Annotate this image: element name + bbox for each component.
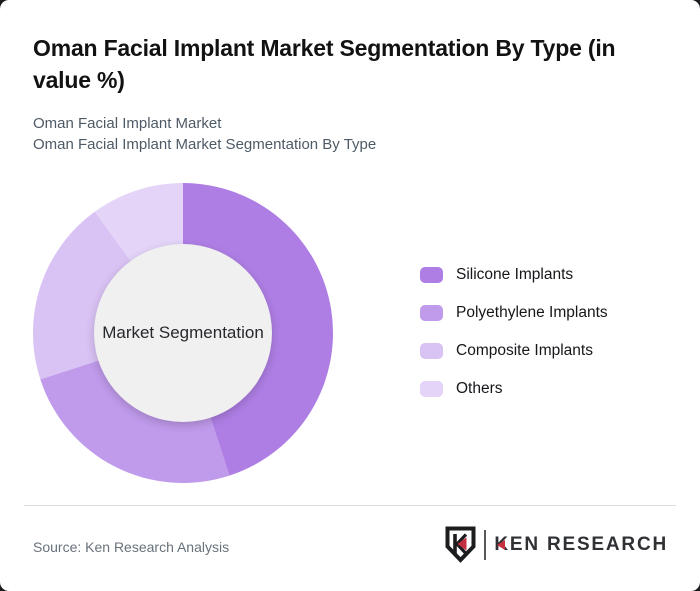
footer-divider (24, 505, 676, 506)
chart-title-line1: Oman Facial Implant Market Segmentation … (33, 35, 616, 61)
chart-subtitle: Oman Facial Implant Market Oman Facial I… (33, 113, 376, 155)
legend-label: Polyethylene Implants (456, 304, 608, 321)
source-text: Source: Ken Research Analysis (33, 539, 230, 555)
logo-divider-bar (484, 529, 487, 560)
legend-item-silicone-implants[interactable]: Silicone Implants (420, 266, 608, 284)
chart-title-line2: value %) (33, 67, 125, 93)
legend-swatch (420, 267, 443, 283)
legend-label: Others (456, 380, 503, 397)
legend-label: Silicone Implants (456, 266, 574, 283)
legend-swatch (420, 343, 443, 359)
legend-swatch (420, 305, 443, 321)
legend-item-others[interactable]: Others (420, 380, 608, 398)
ken-research-badge-icon (445, 526, 476, 563)
logo-k-mark: K (494, 533, 510, 555)
subtitle-line1: Oman Facial Implant Market (33, 115, 222, 132)
legend-swatch (420, 381, 443, 397)
logo-text: KEN RESEARCH (494, 534, 668, 556)
subtitle-line2: Oman Facial Implant Market Segmentation … (33, 136, 377, 153)
donut-center-label: Market Segmentation (102, 323, 264, 342)
logo-rest: EN RESEARCH (509, 533, 668, 555)
legend-item-composite-implants[interactable]: Composite Implants (420, 342, 608, 360)
donut-center: Market Segmentation (94, 244, 272, 422)
donut-chart: Market Segmentation (33, 183, 333, 483)
chart-title: Oman Facial Implant Market Segmentation … (33, 32, 616, 96)
legend-label: Composite Implants (456, 342, 593, 359)
chart-legend: Silicone Implants Polyethylene Implants Co… (420, 266, 608, 418)
ken-research-logo: KEN RESEARCH (444, 526, 668, 563)
legend-item-polyethylene-implants[interactable]: Polyethylene Implants (420, 304, 608, 322)
